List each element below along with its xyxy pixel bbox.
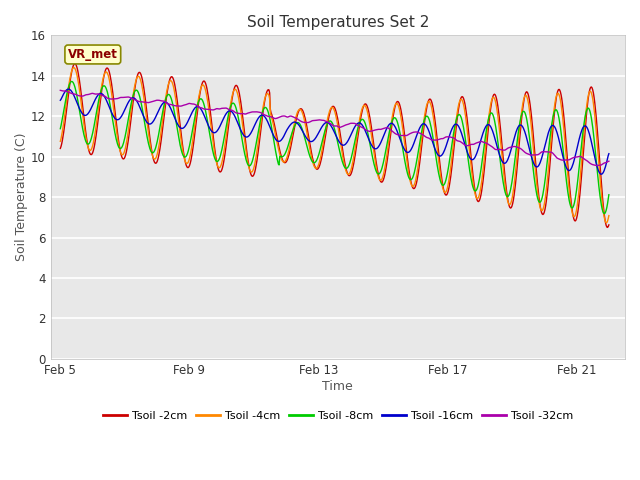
- Y-axis label: Soil Temperature (C): Soil Temperature (C): [15, 133, 28, 262]
- Text: VR_met: VR_met: [68, 48, 118, 61]
- X-axis label: Time: Time: [323, 380, 353, 393]
- Title: Soil Temperatures Set 2: Soil Temperatures Set 2: [246, 15, 429, 30]
- Legend: Tsoil -2cm, Tsoil -4cm, Tsoil -8cm, Tsoil -16cm, Tsoil -32cm: Tsoil -2cm, Tsoil -4cm, Tsoil -8cm, Tsoi…: [99, 407, 577, 425]
